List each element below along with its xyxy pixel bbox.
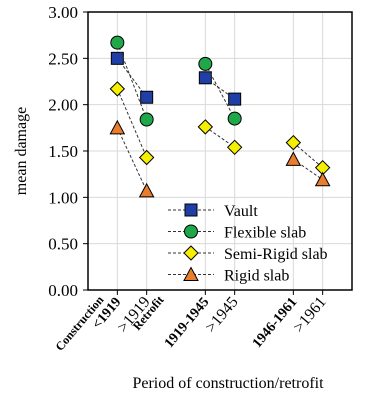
legend: Vault Flexible slab Semi-Rigid slab Rigid s…	[168, 203, 328, 285]
series	[109, 35, 331, 198]
data-point	[138, 182, 155, 198]
data-point	[198, 71, 212, 85]
legend-label: Flexible slab	[224, 225, 306, 242]
legend-marker	[184, 224, 198, 239]
data-point	[285, 151, 302, 166]
data-point	[226, 139, 243, 156]
data-point	[197, 119, 214, 135]
x-tick-label: >1961	[290, 294, 329, 336]
data-point	[314, 171, 331, 187]
legend-item: Vault	[168, 203, 258, 220]
series-line	[205, 126, 235, 148]
data-point	[198, 56, 213, 71]
y-axis-label: mean damage	[13, 107, 30, 195]
y-tick-label: 2.00	[48, 96, 78, 115]
legend-marker	[184, 203, 198, 217]
legend-item: Rigid slab	[168, 266, 289, 285]
data-point	[285, 134, 302, 151]
series-line	[116, 42, 148, 120]
data-point	[139, 112, 154, 127]
y-tick-label: 1.00	[48, 188, 78, 207]
legend-label: Rigid slab	[224, 268, 289, 285]
legend-item: Flexible slab	[168, 224, 306, 242]
series-line	[116, 88, 148, 158]
data-point	[227, 111, 242, 126]
legend-marker	[183, 245, 199, 261]
legend-marker	[183, 266, 199, 281]
series-line	[293, 142, 323, 169]
series-vault	[110, 51, 242, 106]
series-semi-rigid-slab	[109, 81, 331, 176]
x-axis-label: Period of construction/retrofit	[132, 375, 324, 392]
y-tick-label: 2.50	[48, 49, 78, 68]
legend-label: Semi-Rigid slab	[224, 246, 328, 263]
data-point	[140, 90, 154, 104]
y-tick-label: 1.50	[48, 142, 78, 161]
y-tick-label: 0.00	[48, 281, 78, 300]
grid	[88, 11, 352, 291]
data-point	[110, 35, 125, 50]
legend-label: Vault	[224, 203, 258, 220]
data-point	[109, 81, 126, 97]
data-point	[138, 149, 155, 166]
data-point	[228, 92, 242, 106]
data-point	[109, 119, 126, 135]
y-tick-label: 0.50	[48, 235, 78, 254]
y-tick-label: 3.00	[48, 3, 78, 22]
x-axis: <1919>1919 1919-1945>1945 1946-1961>1961Co…	[52, 290, 330, 354]
x-tick-label: >1945	[202, 294, 241, 336]
series-rigid-slab	[109, 119, 331, 198]
legend-item: Semi-Rigid slab	[168, 245, 328, 263]
series-line	[204, 63, 236, 119]
y-axis: 0.00 0.50 1.00 1.50 2.00 2.50 3.00	[48, 3, 88, 300]
series-flexible-slab	[110, 35, 242, 127]
series-line	[116, 127, 148, 192]
